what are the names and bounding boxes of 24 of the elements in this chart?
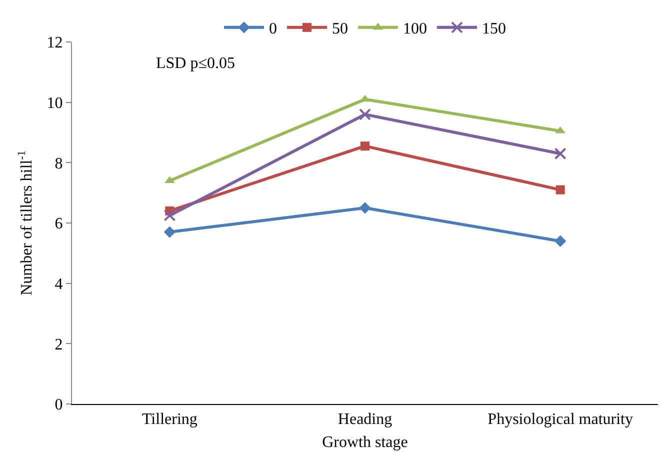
legend-label: 150 — [482, 20, 506, 38]
point — [554, 235, 566, 247]
x-tick-label: Heading — [338, 411, 392, 428]
point — [164, 209, 176, 222]
point — [359, 108, 371, 120]
legend-label: 50 — [332, 20, 348, 38]
point — [359, 202, 371, 214]
point — [556, 185, 565, 194]
point — [554, 148, 566, 160]
y-tick-label: 10 — [46, 94, 63, 112]
point — [360, 142, 370, 151]
legend-label: 100 — [403, 20, 427, 38]
x-axis-title: Growth stage — [322, 434, 408, 451]
y-tick-label: 4 — [54, 276, 63, 293]
legend-label: 0 — [269, 20, 277, 38]
y-tick-label: 0 — [54, 396, 63, 414]
point — [164, 226, 176, 238]
y-tick-label: 12 — [46, 34, 63, 52]
annotation: LSD p≤0.05 — [156, 55, 236, 72]
y-tick-label: 8 — [54, 155, 63, 172]
x-tick-label: Tillering — [142, 411, 198, 428]
y-tick-label: 6 — [54, 216, 63, 233]
y-tick-label: 2 — [54, 336, 63, 354]
x-tick-label: Physiological maturity — [488, 411, 633, 428]
